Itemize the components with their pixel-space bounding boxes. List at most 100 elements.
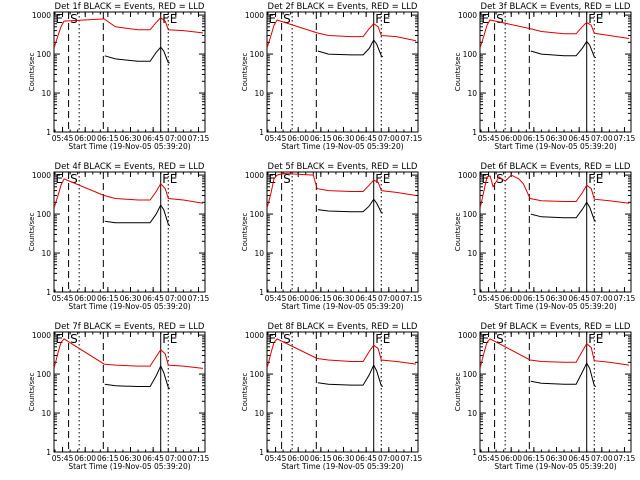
x-tick-label: 06:15 [310,454,332,463]
y-tick-label: 1000 [32,171,51,180]
y-tick-label: 1 [46,288,51,297]
marker-label: S [496,12,504,26]
y-tick-label: 1 [472,128,477,137]
y-tick-label: 1000 [245,331,264,340]
panel-title: Det 9f BLACK = Events, RED = LLD [481,322,631,332]
panel-det-4: Det 4f BLACK = Events, RED = LLD 1 10 100 10… [28,162,209,311]
y-tick-label: 100 [250,370,265,379]
x-tick-label: 06:00 [287,134,309,143]
plot-frame [53,11,206,133]
panel-title: Det 2f BLACK = Events, RED = LLD [268,2,418,12]
plot-frame [53,331,206,453]
marker-label: E [56,332,64,346]
y-tick-label: 1 [472,288,477,297]
x-tick-label: 05:45 [52,454,74,463]
y-tick-label: 10 [41,89,51,98]
x-tick-label: 07:00 [378,454,400,463]
plot-frame [479,171,632,293]
y-tick-label: 100 [463,210,478,219]
x-tick-label: 05:45 [265,294,287,303]
x-tick-label: 06:30 [546,454,568,463]
x-tick-label: 06:45 [142,294,164,303]
panel-title: Det 7f BLACK = Events, RED = LLD [55,322,205,332]
x-tick-label: 06:15 [97,294,119,303]
x-tick-label: 07:15 [188,454,210,463]
y-tick-label: 1000 [32,11,51,20]
x-tick-label: 07:15 [614,454,636,463]
x-tick-label: 05:45 [265,134,287,143]
x-tick-label: 07:15 [614,134,636,143]
plot-frame [266,11,419,133]
marker-label: E [482,12,490,26]
x-tick-label: 06:45 [355,454,377,463]
panel-det-8: Det 8f BLACK = Events, RED = LLD 1 10 100 10… [241,322,422,471]
marker-label: E [596,12,604,26]
series-line-events [104,46,170,64]
x-axis-label: Start Time (19-Nov-05 05:39:20) [68,142,190,151]
y-tick-label: 100 [37,210,52,219]
series-line-events [104,204,171,227]
marker-label: E [170,332,178,346]
series-line-lld [266,172,417,208]
y-tick-label: 100 [37,50,52,59]
x-tick-label: 06:45 [142,134,164,143]
x-tick-label: 06:15 [523,294,545,303]
x-tick-label: 06:30 [120,134,142,143]
x-tick-label: 06:15 [97,134,119,143]
marker-label: E [170,12,178,26]
x-tick-label: 07:15 [188,134,210,143]
marker-label: F [375,12,382,26]
series-line-lld [266,338,417,368]
marker-label: F [375,332,382,346]
plot-frame [479,11,632,133]
x-axis-label: Start Time (19-Nov-05 05:39:20) [68,302,190,311]
y-tick-label: 1 [46,448,51,457]
panel-det-5: Det 5f BLACK = Events, RED = LLD 1 10 100 10… [241,162,422,311]
y-tick-label: 1 [259,448,264,457]
x-tick-label: 07:15 [188,294,210,303]
marker-label: S [283,332,291,346]
y-tick-label: 10 [467,249,477,258]
x-tick-label: 06:00 [287,294,309,303]
marker-label: F [162,12,169,26]
x-axis-label: Start Time (19-Nov-05 05:39:20) [281,462,403,471]
x-tick-label: 05:45 [265,454,287,463]
y-axis-label: Counts/sec [241,53,249,92]
x-tick-label: 06:00 [287,454,309,463]
x-tick-label: 07:15 [401,294,423,303]
x-tick-label: 06:00 [500,294,522,303]
y-tick-label: 1000 [458,331,477,340]
plot-frame [53,171,206,293]
series-line-lld [266,19,417,48]
x-tick-label: 06:45 [355,134,377,143]
x-tick-label: 07:15 [401,454,423,463]
marker-label: E [383,12,391,26]
panel-title: Det 6f BLACK = Events, RED = LLD [481,162,631,172]
marker-label: E [170,172,178,186]
y-tick-label: 1000 [245,11,264,20]
y-tick-label: 10 [254,89,264,98]
x-tick-label: 06:15 [310,134,332,143]
x-tick-label: 06:45 [568,294,590,303]
series-line-events [104,364,171,390]
panel-det-6: Det 6f BLACK = Events, RED = LLD 1 10 100 10… [454,162,635,311]
x-tick-label: 06:15 [310,294,332,303]
x-tick-label: 06:15 [523,134,545,143]
y-tick-label: 100 [463,50,478,59]
plot-frame [266,331,419,453]
marker-label: F [588,172,595,186]
panel-title: Det 3f BLACK = Events, RED = LLD [481,2,631,12]
x-tick-label: 07:00 [591,134,613,143]
x-tick-label: 06:00 [500,454,522,463]
plot-frame [479,331,632,453]
marker-label: F [162,172,169,186]
marker-label: E [269,12,277,26]
y-tick-label: 100 [250,210,265,219]
panel-title: Det 1f BLACK = Events, RED = LLD [55,2,205,12]
x-tick-label: 07:00 [165,134,187,143]
series-line-events [317,198,384,214]
series-line-events [530,362,597,387]
x-tick-label: 06:30 [546,134,568,143]
y-tick-label: 1000 [458,11,477,20]
x-tick-label: 07:00 [378,134,400,143]
